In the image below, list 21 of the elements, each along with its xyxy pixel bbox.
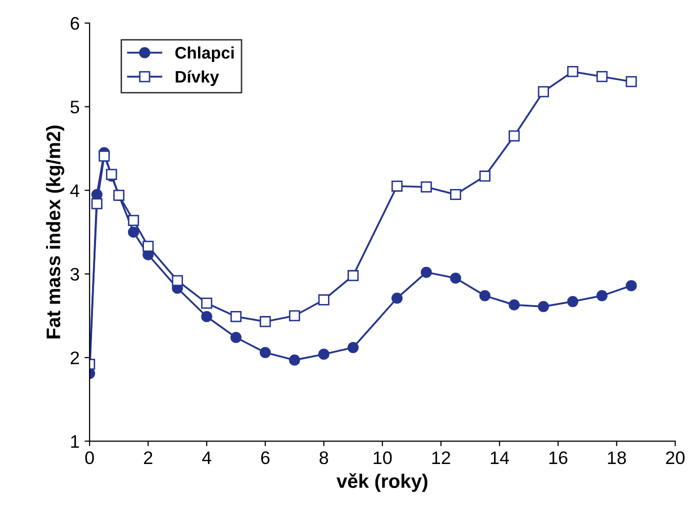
y-tick-label: 6 [70,17,80,30]
x-tick-label: 2 [144,451,152,464]
x-axis-title: věk (roky) [336,473,428,492]
y-tick-label: 3 [70,268,80,281]
x-tick-label: 6 [261,451,270,464]
x-tick-label: 4 [202,452,212,464]
x-tick-label: 8 [320,451,328,464]
x-tick-label: 12 [432,451,450,464]
legend-label: Dívky [176,70,220,86]
x-tick-label: 20 [666,451,685,464]
y-tick-label: 2 [70,351,79,364]
x-tick-label: 10 [374,451,392,464]
x-tick-label: 14 [490,452,510,464]
legend-label: Chlapci [175,46,234,62]
x-tick-label: 0 [85,451,94,464]
y-tick-label: 4 [70,184,80,197]
y-axis-title: Fat mass index (kg/m2) [46,126,64,338]
y-tick-label: 1 [71,435,79,448]
x-tick-label: 18 [608,451,626,464]
y-tick-label: 5 [70,100,80,114]
x-tick-label: 16 [549,451,568,464]
